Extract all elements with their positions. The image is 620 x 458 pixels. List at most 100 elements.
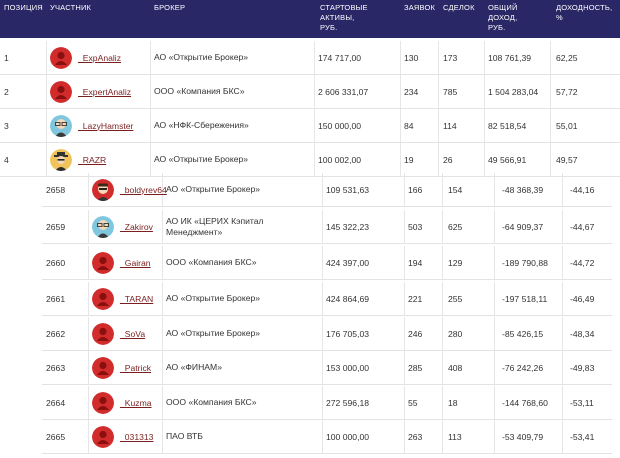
column-divider: [88, 173, 89, 206]
deals-cell: 113: [448, 431, 462, 442]
start-assets-cell: 176 705,03: [326, 328, 370, 339]
table-row: 3 _LazyHamster АО «НФК-Сбережения» 150 000,…: [0, 109, 620, 143]
start-assets-cell: 145 322,23: [326, 221, 370, 232]
deals-cell: 408: [448, 362, 463, 373]
participant-cell: _Kuzma: [92, 386, 152, 419]
deals-cell: 785: [443, 86, 458, 97]
participant-link[interactable]: _TARAN: [120, 293, 154, 304]
column-divider: [442, 386, 443, 419]
orders-cell: 130: [404, 52, 419, 63]
deals-cell: 114: [443, 120, 457, 131]
participant-link[interactable]: _ExpAnaliz: [78, 52, 121, 63]
deals-cell: 18: [448, 397, 458, 408]
income-cell: 82 518,54: [488, 120, 527, 131]
red-avatar-icon[interactable]: [92, 287, 114, 310]
participant-cell: _SoVa: [92, 317, 145, 350]
start-assets-cell: 272 596,18: [326, 397, 370, 408]
participant-link[interactable]: _SoVa: [120, 328, 146, 339]
header-start-assets-line2: АКТИВЫ,: [320, 13, 355, 22]
red-avatar-icon[interactable]: [92, 391, 114, 414]
red-avatar-icon[interactable]: [92, 425, 114, 448]
orders-cell: 234: [404, 86, 419, 97]
participant-cell: _Patrick: [92, 351, 151, 384]
dark-avatar-icon[interactable]: [92, 178, 114, 201]
column-divider: [404, 246, 405, 279]
column-divider: [322, 282, 323, 315]
column-divider: [162, 210, 163, 243]
column-divider: [400, 75, 401, 108]
participant-cell: _ExpertAnaliz: [50, 75, 131, 108]
participant-link[interactable]: _Kuzma: [120, 397, 152, 408]
table-row: 2659 _Zakirov АО ИК «ЦЕРИХ Кэпитал Менеджм…: [42, 210, 612, 244]
participant-cell: _TARAN: [92, 282, 153, 315]
broker-cell: ООО «Компания БКС»: [166, 257, 257, 267]
deals-cell: 625: [448, 221, 463, 232]
column-divider: [162, 282, 163, 315]
orders-cell: 221: [408, 293, 423, 304]
column-divider: [404, 173, 405, 206]
yield-cell: -53,41: [570, 431, 595, 442]
orders-cell: 246: [408, 328, 423, 339]
glasses-avatar-icon[interactable]: [92, 215, 114, 238]
orders-cell: 55: [408, 397, 418, 408]
yield-cell: 62,25: [556, 52, 578, 63]
participant-link[interactable]: _031313: [120, 431, 154, 442]
orders-cell: 194: [408, 257, 423, 268]
table-row: 1 _ExpAnaliz АО «Открытие Брокер» 174 717,0…: [0, 41, 620, 75]
deals-cell: 129: [448, 257, 463, 268]
position-cell: 2661: [46, 293, 66, 304]
participant-link[interactable]: _Gairan: [120, 257, 151, 268]
broker-cell: ООО «Компания БКС»: [166, 397, 257, 407]
red-avatar-icon[interactable]: [50, 46, 72, 69]
column-divider: [442, 351, 443, 384]
table-row: 2664 _Kuzma ООО «Компания БКС» 272 596,18 55…: [42, 386, 612, 420]
hat-avatar-icon[interactable]: [50, 148, 72, 171]
red-avatar-icon[interactable]: [92, 356, 114, 379]
column-divider: [494, 420, 495, 453]
column-divider: [400, 41, 401, 74]
participant-link[interactable]: _LazyHamster: [78, 120, 134, 131]
participant-link[interactable]: _boldyrev64: [120, 184, 167, 195]
table-row: 2 _ExpertAnaliz ООО «Компания БКС» 2 606 33…: [0, 75, 620, 109]
start-assets-cell: 2 606 331,07: [318, 86, 369, 97]
header-income-line1: ОБЩИЙ: [488, 3, 518, 12]
orders-cell: 503: [408, 221, 423, 232]
column-divider: [46, 41, 47, 74]
start-assets-cell: 424 397,00: [326, 257, 370, 268]
column-divider: [322, 173, 323, 206]
column-divider: [404, 282, 405, 315]
deals-cell: 26: [443, 154, 453, 165]
income-cell: -76 242,26: [502, 362, 544, 373]
column-divider: [404, 351, 405, 384]
column-divider: [314, 41, 315, 74]
column-divider: [438, 75, 439, 108]
column-divider: [442, 210, 443, 243]
column-divider: [88, 386, 89, 419]
participant-link[interactable]: _RAZR: [78, 154, 107, 165]
column-divider: [494, 210, 495, 243]
column-divider: [162, 317, 163, 350]
header-deals: СДЕЛОК: [443, 3, 475, 12]
column-divider: [562, 420, 563, 453]
participant-cell: _ExpAnaliz: [50, 41, 121, 74]
red-avatar-icon[interactable]: [92, 322, 114, 345]
column-divider: [484, 41, 485, 74]
participant-link[interactable]: _Zakirov: [120, 221, 153, 232]
glasses-avatar-icon[interactable]: [50, 114, 72, 137]
participant-link[interactable]: _ExpertAnaliz: [78, 86, 132, 97]
position-cell: 2662: [46, 328, 66, 339]
red-avatar-icon[interactable]: [92, 251, 114, 274]
yield-cell: -44,67: [570, 221, 595, 232]
yield-cell: 55,01: [556, 120, 578, 131]
orders-cell: 263: [408, 431, 423, 442]
red-avatar-icon[interactable]: [50, 80, 72, 103]
deals-cell: 173: [443, 52, 458, 63]
participant-link[interactable]: _Patrick: [120, 362, 152, 373]
start-assets-cell: 174 717,00: [318, 52, 362, 63]
header-income-line2: ДОХОД,: [488, 13, 518, 22]
column-divider: [562, 317, 563, 350]
position-cell: 2660: [46, 257, 66, 268]
yield-cell: -53,11: [570, 397, 594, 408]
header-start-assets-line1: СТАРТОВЫЕ: [320, 3, 368, 12]
column-divider: [400, 143, 401, 176]
